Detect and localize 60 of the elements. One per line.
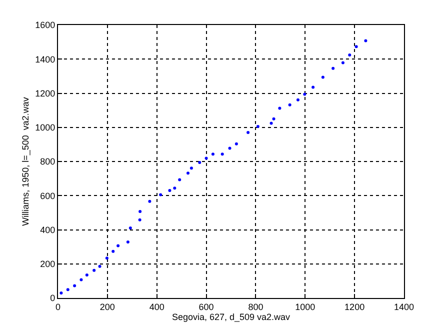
point [173,186,176,190]
point [190,166,193,170]
point [85,273,88,276]
point [186,172,190,175]
point [220,152,224,156]
x-axis-title: Segovia, 627, d_509 va2.wav [172,312,291,322]
point [270,122,273,125]
point [332,66,335,70]
point [105,256,108,260]
x-tick-label: 400 [149,302,164,312]
point [288,103,292,106]
point [138,210,142,213]
point [148,200,152,203]
y-axis-title: Williams, 1950, l=_500 va2.wav [20,96,31,226]
point [126,240,130,244]
point [73,284,76,288]
point [321,76,324,79]
point [228,146,232,150]
y-tick-label: 800 [40,156,56,167]
y-tick-label: 1600 [35,20,56,30]
point [138,218,142,222]
point [98,264,102,268]
x-tick-label: 200 [100,302,115,312]
point [312,86,315,89]
point [272,117,276,120]
point [246,130,250,134]
y-tick-label: 600 [40,190,56,201]
point [348,54,352,57]
y-tick-label: 1400 [35,54,56,64]
x-tick-label: 1400 [394,302,414,312]
x-tick-label: 1000 [295,302,316,312]
point [168,189,172,192]
point [278,106,282,110]
point [341,61,344,64]
y-tick-label: 200 [40,259,56,270]
point [354,45,358,48]
point [204,156,208,160]
point [234,142,238,146]
point [66,288,70,292]
point [198,161,202,164]
point [303,92,306,96]
point [159,193,162,196]
point [256,125,260,128]
point [178,178,182,182]
y-tick-label: 1200 [35,88,56,98]
point [116,244,120,248]
point [80,278,83,282]
y-tick-label: 400 [40,224,56,235]
point [211,152,214,156]
y-tick-label: 1000 [35,122,56,133]
point [92,268,96,272]
y-tick-label: 0 [50,293,56,304]
point [112,250,115,253]
point [128,226,132,230]
x-tick-label: 1200 [344,302,365,312]
point [296,98,300,102]
x-tick-label: 800 [248,302,264,312]
x-tick-label: 600 [198,302,214,312]
point [60,292,63,295]
point [364,39,368,42]
